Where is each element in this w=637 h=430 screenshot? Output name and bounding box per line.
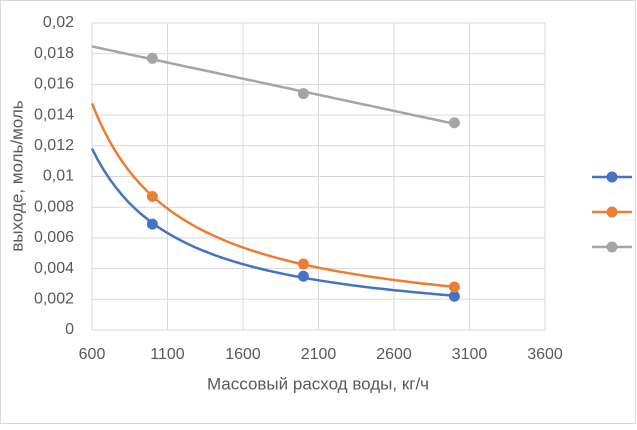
y-tick-label: 0,006 [34,229,74,246]
legend-marker [606,171,618,183]
y-tick-label: 0,02 [43,14,74,31]
x-tick-label: 1600 [225,346,261,363]
x-tick-label: 600 [79,346,106,363]
marker [448,281,460,293]
y-tick-label: 0,018 [34,45,74,62]
legend-marker [606,206,618,218]
x-axis-title: Массовый расход воды, кг/ч [207,374,429,393]
marker [146,218,158,230]
x-tick-label: 2100 [301,346,337,363]
marker [297,88,309,100]
marker [297,270,309,282]
y-tick-label: 0,016 [34,76,74,93]
y-tick-label: 0,01 [43,168,74,185]
x-tick-label: 1100 [150,346,185,363]
marker [297,258,309,270]
marker [146,52,158,64]
marker [448,117,460,129]
marker [448,290,460,302]
y-tick-label: 0,008 [34,198,74,215]
y-axis-title: выходе, моль/моль [7,100,26,251]
y-tick-label: 0,004 [34,260,74,277]
x-tick-label: 2600 [376,346,412,363]
y-tick-label: 0,012 [34,137,74,154]
y-tick-label: 0,014 [34,106,74,123]
y-tick-label: 0,002 [34,291,74,308]
x-tick-label: 3600 [527,346,563,363]
x-tick-label: 3100 [452,346,488,363]
marker [146,190,158,202]
y-tick-label: 0 [65,321,74,338]
legend-marker [606,241,618,253]
